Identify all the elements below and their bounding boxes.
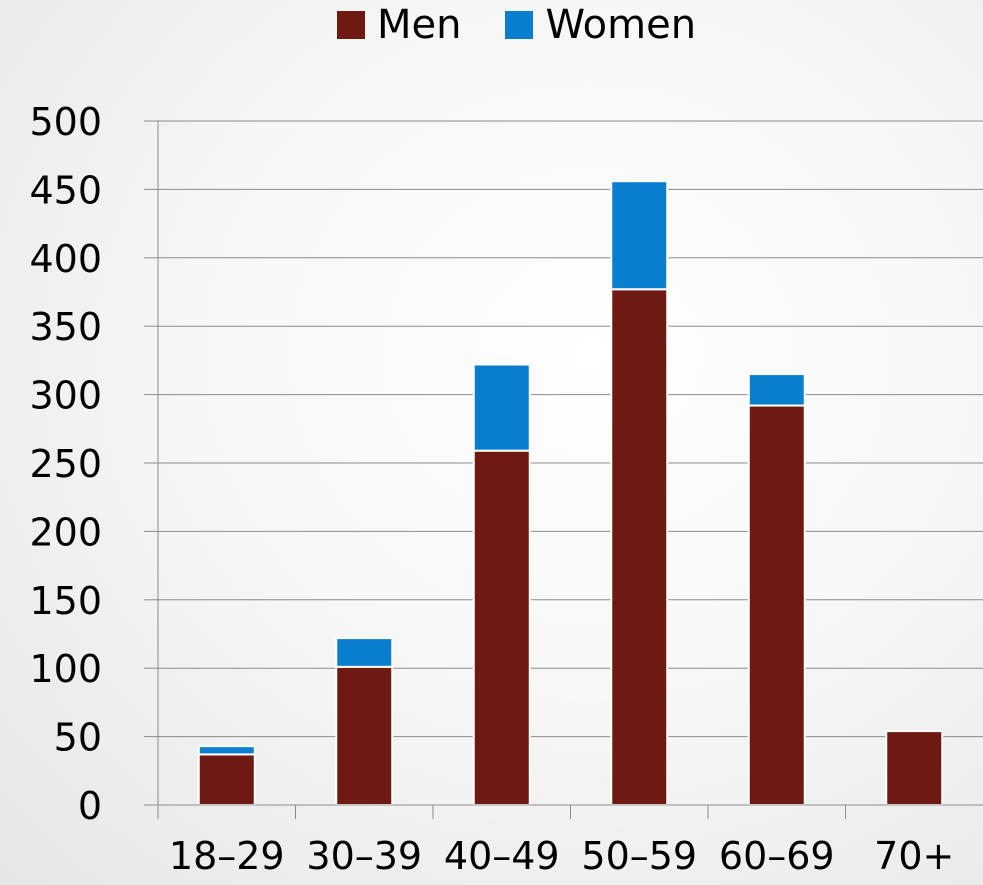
x-tick-label: 30–39 — [306, 834, 422, 878]
bar-women-4 — [747, 373, 806, 407]
y-tick-label: 0 — [78, 784, 102, 828]
legend-item-women: Women — [505, 2, 696, 48]
legend-swatch-women — [505, 11, 534, 39]
bar-women-2 — [472, 363, 531, 452]
legend-item-men: Men — [336, 2, 462, 48]
bars — [197, 180, 944, 807]
y-tick-label: 350 — [29, 305, 102, 349]
x-tick-label: 70+ — [874, 834, 954, 878]
x-tick-label: 40–49 — [444, 834, 560, 878]
legend: Men Women — [0, 2, 983, 48]
bar-men-1 — [335, 665, 394, 806]
y-tick-labels: 0 50 100 150 200 250 300 350 400 450 500 — [29, 100, 102, 828]
bar-men-4 — [747, 404, 806, 806]
x-tick-label: 18–29 — [169, 834, 285, 878]
y-tick-label: 300 — [29, 374, 102, 418]
bar-women-1 — [335, 637, 394, 668]
y-tick-label: 150 — [29, 579, 102, 623]
bar-women-3 — [610, 180, 669, 291]
y-tick-label: 500 — [29, 100, 102, 144]
bar-men-5 — [885, 730, 944, 806]
y-tick-label: 250 — [29, 442, 102, 486]
legend-label-women: Women — [545, 2, 697, 48]
legend-label-men: Men — [376, 2, 462, 48]
y-tick-label: 50 — [54, 716, 102, 760]
gridlines — [158, 120, 983, 738]
bar-men-2 — [472, 449, 531, 806]
x-tick-label: 60–69 — [719, 834, 835, 878]
x-tick-labels: 18–29 30–39 40–49 50–59 60–69 70+ — [169, 834, 954, 878]
bar-men-3 — [610, 288, 669, 807]
bar-men-0 — [197, 753, 256, 806]
legend-swatch-men — [336, 11, 365, 39]
y-tick-label: 100 — [29, 647, 102, 691]
y-tick-label: 450 — [29, 168, 102, 212]
bar-women-0 — [197, 745, 256, 756]
x-tick-label: 50–59 — [581, 834, 697, 878]
axes — [144, 120, 983, 819]
y-tick-label: 200 — [29, 510, 102, 554]
y-tick-label: 400 — [29, 237, 102, 281]
